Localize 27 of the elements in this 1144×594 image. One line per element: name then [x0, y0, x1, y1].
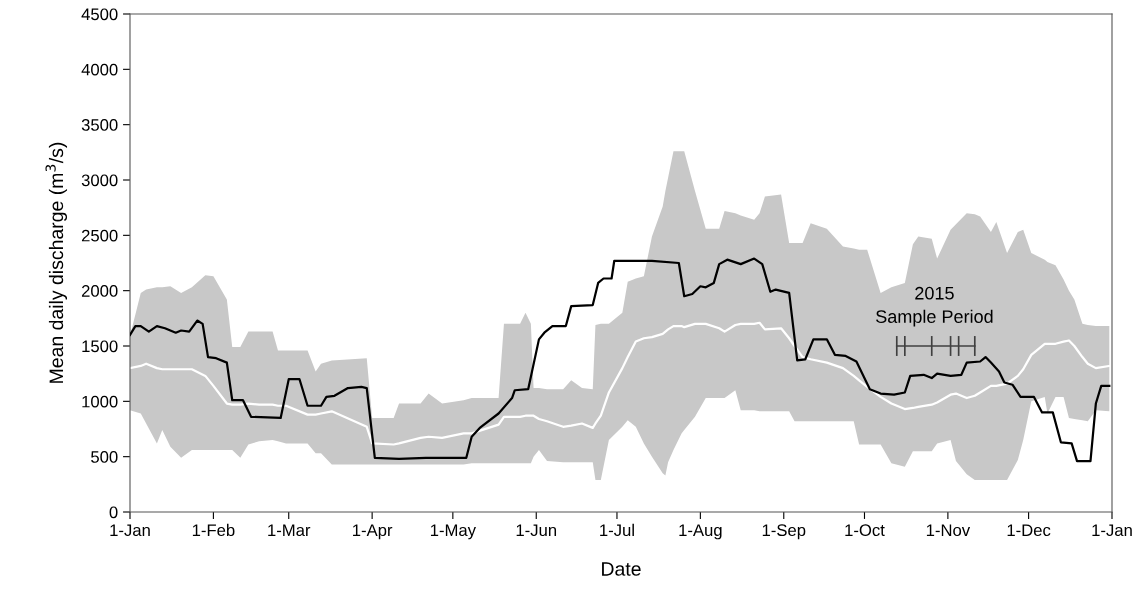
x-tick-label: 1-Jan [110, 524, 150, 537]
y-axis-title: Mean daily discharge (m$^{3}$/s) [45, 142, 68, 383]
x-tick-label: 1-Aug [679, 524, 722, 540]
y-tick-label: 2500 [81, 229, 118, 242]
x-tick-label: 1-Jun [516, 524, 557, 537]
y-tick-label: 1000 [82, 395, 118, 408]
y-tick-label: 2000 [81, 285, 118, 297]
x-tick-label: 1-Feb [192, 523, 235, 537]
y-tick-label: 500 [91, 451, 118, 463]
y-tick-label: 3000 [81, 174, 118, 187]
x-tick-label: 1-Jan [1092, 524, 1132, 537]
x-tick-label: 1-Dec [1007, 524, 1051, 537]
x-tick-label: 1-Mar [268, 524, 311, 537]
x-tick-label: 1-Jul [600, 523, 634, 537]
y-tick-label: 4500 [81, 8, 118, 21]
y-tick-label: 0 [109, 506, 118, 519]
annotation: 2015 Sample Period [876, 286, 993, 327]
x-tick-label: 1-Sep [762, 524, 806, 540]
x-tick-label: 1-Apr [353, 524, 393, 540]
y-tick-label: 1500 [82, 340, 118, 353]
x-tick-label: 1-Oct [845, 524, 885, 537]
x-tick-label: 1-Nov [926, 524, 971, 537]
x-tick-label: 1-May [430, 524, 476, 540]
x-axis-title: Date [602, 562, 641, 576]
line-series [130, 257, 1111, 463]
y-tick-label: 4000 [81, 63, 118, 76]
y-tick-label: 3500 [81, 119, 118, 131]
